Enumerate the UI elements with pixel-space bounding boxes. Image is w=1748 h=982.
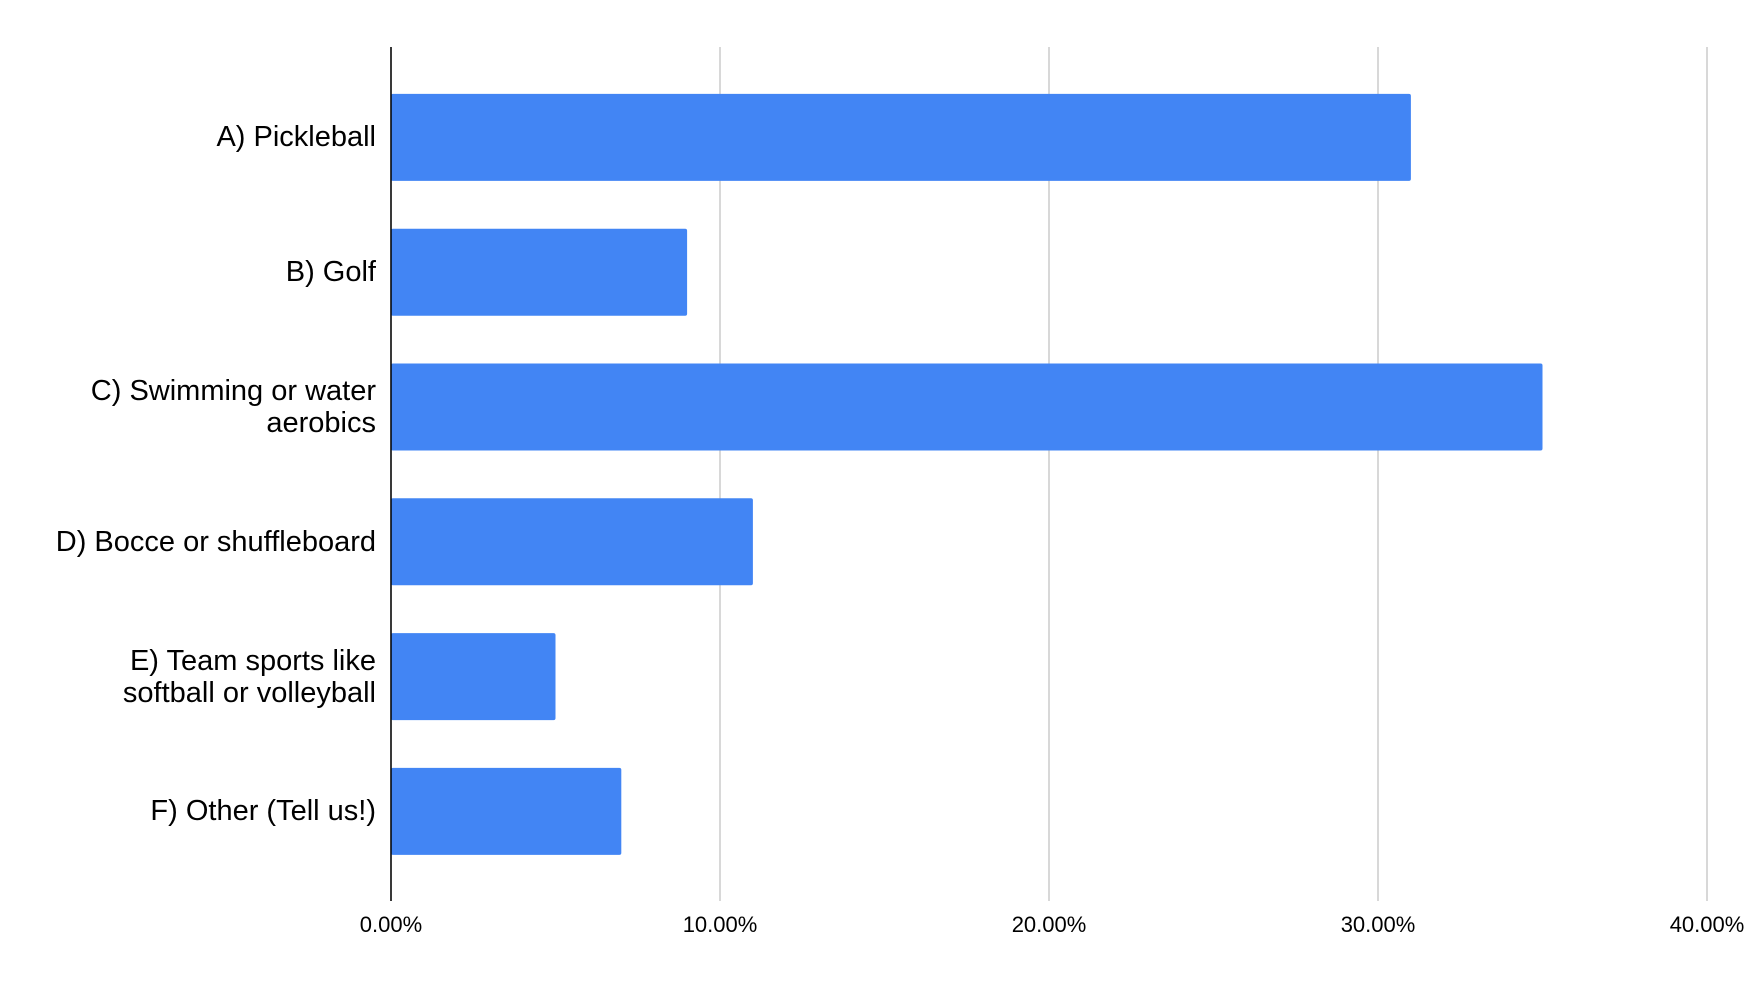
bar: [391, 498, 753, 586]
bar: [391, 93, 1411, 181]
x-tick-label: 10.00%: [683, 912, 758, 937]
bar: [391, 767, 622, 855]
bar: [391, 228, 688, 316]
category-label: E) Team sports like softball or volleyba…: [122, 644, 376, 709]
category-label: F) Other (Tell us!): [150, 795, 376, 828]
category-label: B) Golf: [285, 256, 376, 289]
x-tick-label: 40.00%: [1670, 912, 1745, 937]
bar: [391, 363, 1543, 451]
bar: [391, 633, 556, 721]
category-label: C) Swimming or water aerobics: [90, 375, 376, 439]
x-tick-label: 30.00%: [1341, 912, 1416, 937]
x-tick-label: 0.00%: [360, 912, 422, 937]
category-label: D) Bocce or shuffleboard: [55, 525, 376, 558]
x-tick-label: 20.00%: [1012, 912, 1087, 937]
category-label: A) Pickleball: [216, 121, 376, 154]
